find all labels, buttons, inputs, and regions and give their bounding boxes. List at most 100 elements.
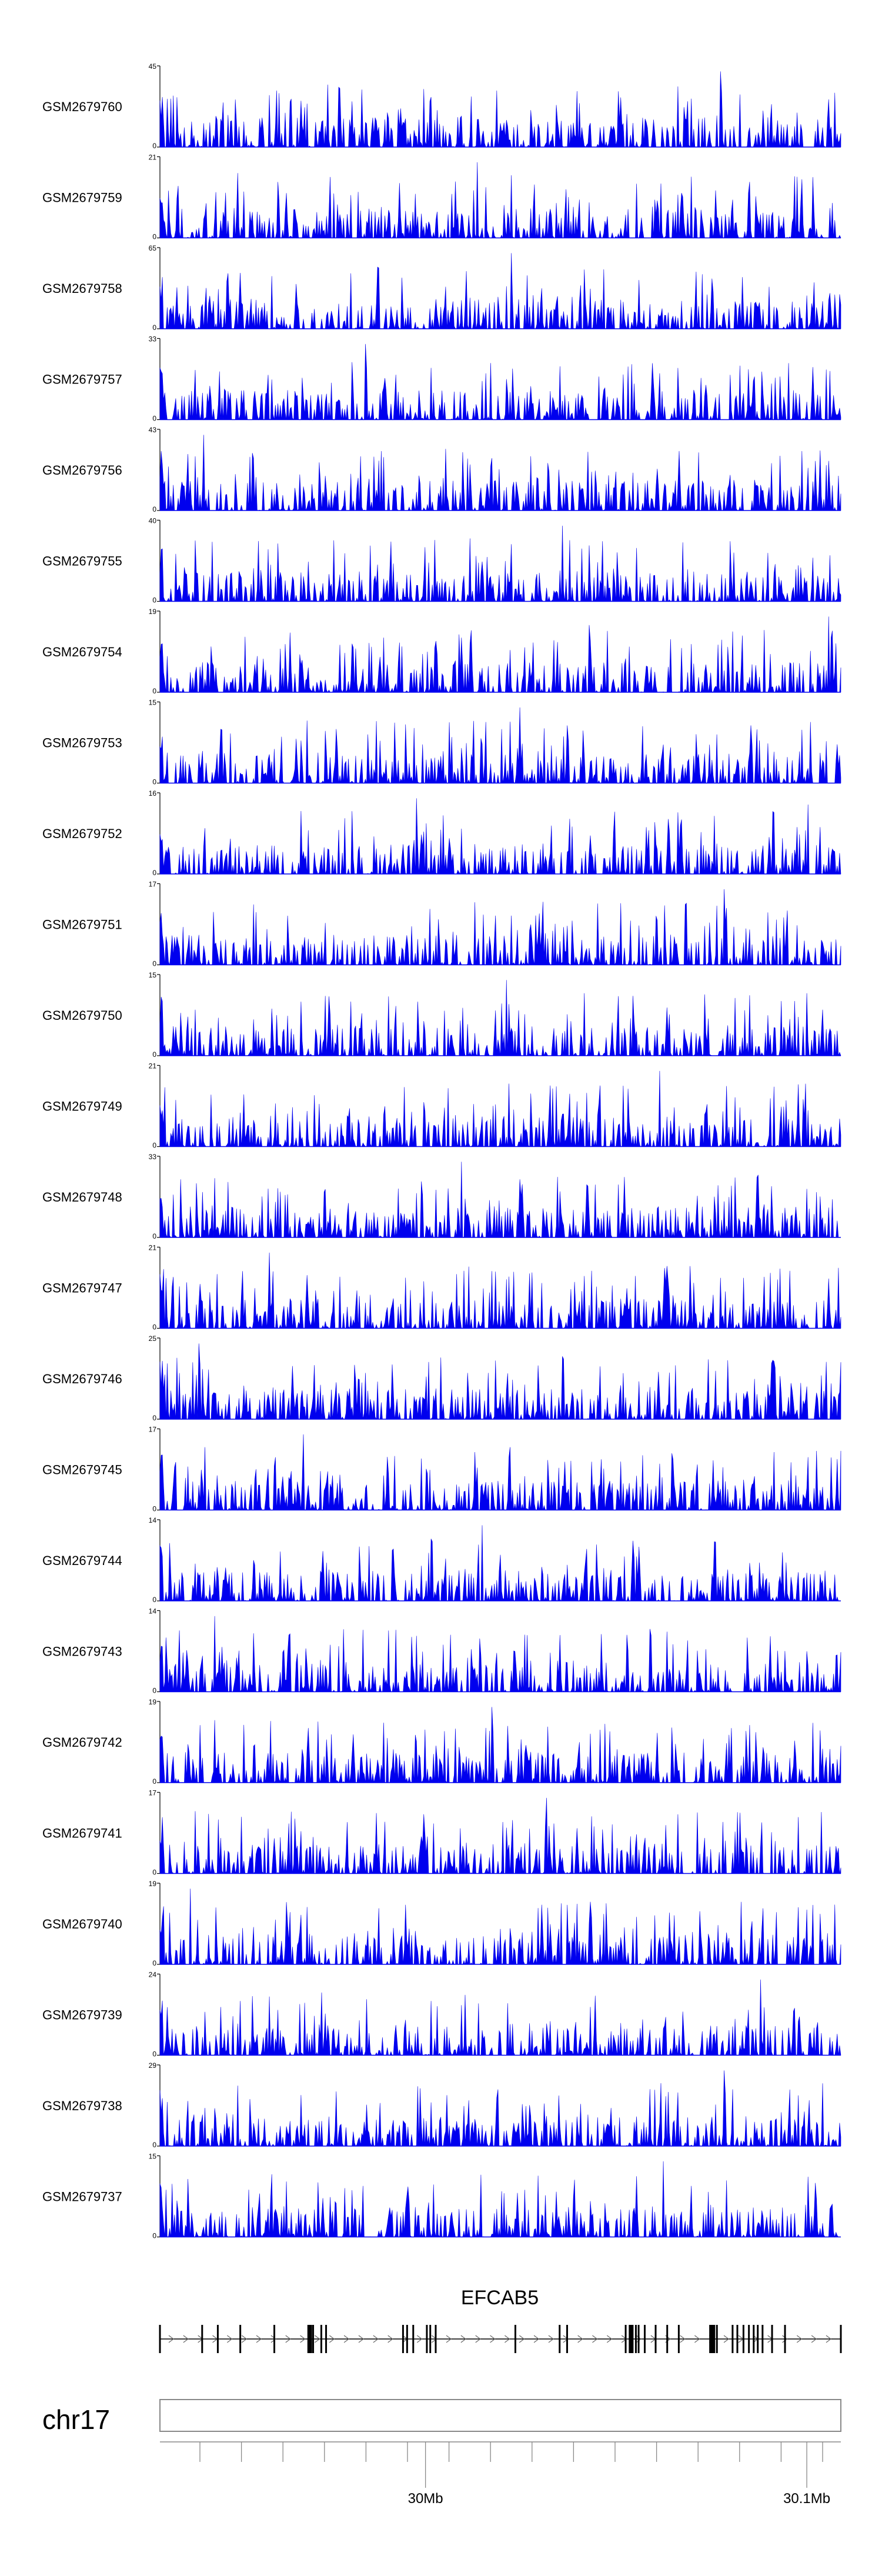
y-min-label: 0 [152,2050,156,2058]
y-min-label: 0 [152,142,156,150]
y-min-label: 0 [152,1868,156,1877]
strand-arrow [460,2335,466,2343]
y-min-label: 0 [152,1505,156,1513]
track: GSM2679741 17 0 [42,1789,841,1877]
exon [643,2325,646,2353]
strand-arrow [416,2335,423,2343]
y-min-label: 0 [152,778,156,786]
strand-arrow [592,2335,598,2343]
exon [325,2325,328,2353]
track-label: GSM2679759 [42,191,122,205]
track: GSM2679749 21 0 [42,1062,841,1150]
y-min-label: 0 [152,869,156,877]
gene-model [159,2325,842,2353]
exon [273,2325,276,2353]
genome-axis: 30Mb 30.1Mb [160,2441,841,2507]
y-min-label: 0 [152,1596,156,1604]
strand-arrow [694,2335,700,2343]
signal-area [159,343,841,421]
y-min-label: 0 [152,687,156,695]
y-min-label: 0 [152,1050,156,1059]
y-max-label: 17 [149,1426,157,1434]
y-max-label: 19 [149,1880,157,1888]
y-min-label: 0 [152,2232,156,2240]
track-label: GSM2679742 [42,1735,122,1750]
strand-arrow [680,2335,686,2343]
strand-arrow [168,2335,174,2343]
y-min-label: 0 [152,960,156,968]
exon [435,2325,437,2353]
signal-area [159,1162,841,1238]
track-label: GSM2679738 [42,2098,122,2113]
y-max-label: 15 [149,699,157,707]
track-label: GSM2679743 [42,1644,122,1659]
y-min-label: 0 [152,1232,156,1240]
exon [742,2325,744,2353]
y-min-label: 0 [152,1323,156,1332]
gene-track: EFCAB5 [159,2287,842,2353]
exon [406,2325,408,2353]
strand-arrow [606,2335,613,2343]
y-max-label: 15 [149,2153,157,2161]
signal-area [159,1070,841,1147]
y-min-label: 0 [152,1414,156,1422]
chromosome-ideogram [159,2399,841,2432]
exon [757,2325,759,2353]
strand-arrow [446,2335,452,2343]
y-min-label: 0 [152,1777,156,1786]
exon [159,2325,161,2353]
strand-arrow [533,2335,540,2343]
y-max-label: 25 [149,1334,157,1343]
y-max-label: 24 [149,1971,157,1979]
strand-arrow [285,2335,291,2343]
exon [307,2325,312,2353]
exon [559,2325,561,2353]
exon [753,2325,755,2353]
track: GSM2679753 15 0 [42,699,841,786]
track: GSM2679756 43 0 [42,426,841,513]
signal-tracks: GSM2679760450GSM2679759210GSM2679758650G… [42,62,841,2240]
exon [709,2325,711,2353]
signal-area [159,1707,841,1783]
exon [216,2325,219,2353]
strand-arrow [548,2335,554,2343]
y-min-label: 0 [152,2141,156,2149]
track-label: GSM2679752 [42,826,122,841]
signal-area [159,162,841,239]
track: GSM2679752 16 0 [42,789,841,877]
y-max-label: 19 [149,608,157,616]
track: GSM2679746 25 0 [42,1334,841,1422]
strand-arrow [723,2335,730,2343]
exon [514,2325,516,2353]
exon [412,2325,415,2353]
y-max-label: 33 [149,335,157,343]
strand-arrow [241,2335,248,2343]
exon [566,2325,568,2353]
exon [201,2325,203,2353]
strand-arrow [256,2335,262,2343]
y-max-label: 29 [149,2061,157,2070]
exon [716,2325,718,2353]
y-max-label: 14 [149,1516,157,1524]
y-min-label: 0 [152,1687,156,1695]
signal-area [159,1434,841,1511]
gene-label: EFCAB5 [461,2287,539,2309]
y-min-label: 0 [152,596,156,605]
track-label: GSM2679741 [42,1826,122,1841]
exon [402,2325,404,2353]
track-label: GSM2679748 [42,1190,122,1204]
genome-axis-label: 30Mb [408,2491,443,2507]
strand-arrow [315,2335,320,2343]
y-max-label: 19 [149,1698,157,1706]
signal-area [159,435,841,512]
y-min-label: 0 [152,1959,156,1967]
exon [312,2325,315,2353]
exon [629,2325,634,2353]
y-max-label: 21 [149,1062,157,1070]
y-max-label: 45 [149,62,157,71]
track-label: GSM2679756 [42,463,122,478]
track: GSM2679758 65 0 [42,244,841,332]
exon [624,2325,627,2353]
exon [320,2325,322,2353]
